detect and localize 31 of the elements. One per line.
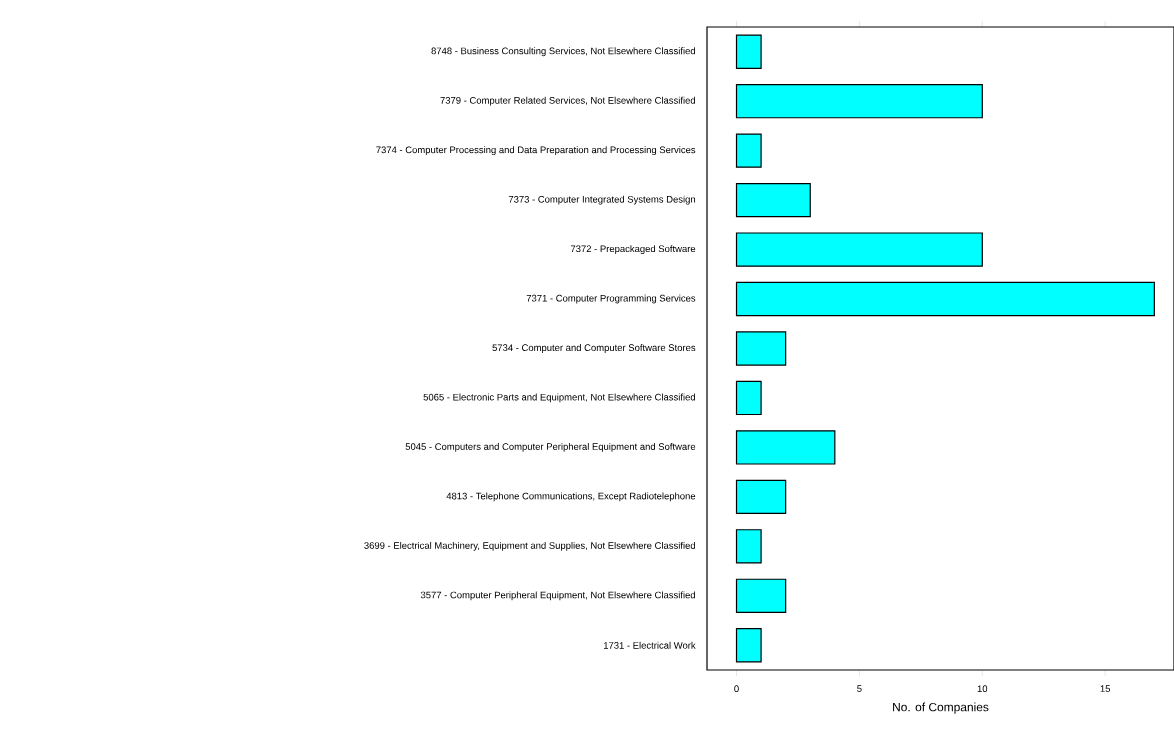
x-axis-title: No. of Companies bbox=[893, 702, 989, 714]
bar bbox=[735, 479, 787, 515]
y-tick-label: 3699 - Electrical Machinery, Equipment and Supplies, Not Elsewhere Classified bbox=[364, 541, 695, 551]
bar bbox=[735, 133, 762, 168]
bar bbox=[735, 529, 762, 564]
y-tick-label: 7372 - Prepackaged Software bbox=[570, 245, 696, 254]
bar bbox=[735, 182, 811, 218]
x-tick-label: 15 bbox=[1100, 685, 1111, 692]
x-tick-label: 10 bbox=[977, 685, 988, 693]
bar bbox=[735, 331, 787, 366]
bar bbox=[735, 578, 787, 613]
y-tick-label: 5734 - Computer and Computer Software Stores bbox=[492, 344, 696, 353]
y-tick-label: 7374 - Computer Processing and Data Preparation and Processing Services bbox=[376, 146, 696, 156]
bar bbox=[735, 34, 762, 69]
bar bbox=[735, 380, 762, 416]
bar bbox=[735, 430, 836, 465]
x-tick-label: 5 bbox=[857, 685, 862, 692]
y-tick-label: 7371 - Computer Programming Services bbox=[526, 294, 696, 304]
y-tick-label: 5045 - Computers and Computer Peripheral Equipment and Software bbox=[405, 443, 696, 452]
bar bbox=[735, 628, 762, 663]
bar bbox=[735, 232, 983, 267]
y-tick-label: 8748 - Business Consulting Services, Not Elsewhere Classified bbox=[431, 47, 695, 57]
y-tick-label: 7379 - Computer Related Services, Not Elsewhere Classified bbox=[440, 96, 695, 106]
x-tick-label: 0 bbox=[734, 685, 739, 693]
y-tick-label: 5065 - Electronic Parts and Equipment, Not Elsewhere Classified bbox=[423, 393, 695, 403]
bar bbox=[735, 84, 983, 119]
y-tick-label: 4813 - Telephone Communications, Except Radiotelephone bbox=[446, 492, 696, 502]
y-tick-label: 3577 - Computer Peripheral Equipment, Not Elsewhere Classified bbox=[420, 591, 695, 601]
y-tick-label: 1731 - Electrical Work bbox=[603, 641, 696, 649]
y-tick-label: 7373 - Computer Integrated Systems Design bbox=[508, 195, 696, 205]
bar bbox=[735, 281, 1155, 317]
